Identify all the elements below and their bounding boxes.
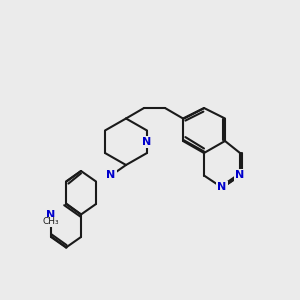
Text: CH₃: CH₃ [43, 218, 59, 226]
Text: N: N [218, 182, 226, 193]
Text: N: N [106, 170, 116, 181]
Text: N: N [236, 170, 244, 181]
Text: N: N [46, 209, 56, 220]
Text: N: N [142, 137, 152, 147]
